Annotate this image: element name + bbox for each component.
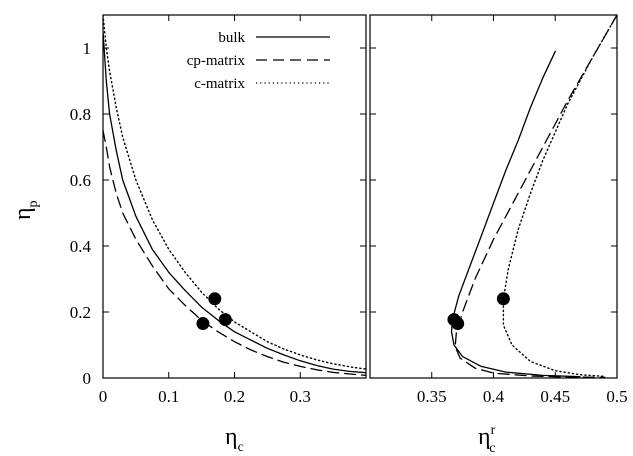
- right-x-tick-label: 0.4: [483, 387, 505, 406]
- legend-label-c-matrix: c-matrix: [194, 76, 245, 92]
- left-x-tick-label: 0.1: [158, 387, 179, 406]
- axis-titles: ηc ηr c ηp: [10, 200, 496, 456]
- right-x-axis-title: ηr c: [478, 423, 496, 456]
- left-panel: 0 0.1 0.2 0.3 0 0.2 0.4 0.6 0.8 1: [70, 14, 367, 406]
- right-series-cp-matrix: [454, 15, 617, 378]
- right-data-point: [496, 292, 510, 306]
- left-series-cp-matrix: [103, 129, 366, 377]
- right-plot-frame: [369, 14, 618, 379]
- left-x-axis-title: ηc: [225, 424, 244, 455]
- left-y-tick-label: 0: [83, 369, 92, 388]
- right-series-c-matrix: [502, 15, 617, 378]
- legend: bulk cp-matrix c-matrix: [187, 30, 330, 92]
- left-y-tick-label: 0.2: [70, 303, 91, 322]
- left-x-tick-label: 0.2: [224, 387, 245, 406]
- left-data-point: [208, 292, 222, 306]
- legend-label-cp-matrix: cp-matrix: [187, 53, 246, 69]
- left-y-tick-label: 0.6: [70, 171, 91, 190]
- right-panel: 0.35 0.4 0.45 0.5: [369, 14, 628, 406]
- left-series-bulk: [103, 30, 366, 374]
- legend-label-bulk: bulk: [218, 30, 245, 46]
- right-x-tick-label: 0.5: [606, 387, 627, 406]
- y-axis-title: ηp: [10, 200, 41, 220]
- right-series-bulk: [450, 50, 581, 378]
- left-x-tick-label: 0.3: [290, 387, 311, 406]
- left-y-tick-label: 0.4: [70, 237, 92, 256]
- right-x-tick-label: 0.45: [540, 387, 570, 406]
- left-y-tick-label: 1: [83, 39, 92, 58]
- right-x-tick-label: 0.35: [417, 387, 447, 406]
- right-data-point: [451, 317, 465, 331]
- left-data-point: [196, 317, 210, 331]
- left-x-tick-label: 0: [99, 387, 108, 406]
- left-y-tick-label: 0.8: [70, 105, 91, 124]
- left-data-point: [218, 313, 232, 327]
